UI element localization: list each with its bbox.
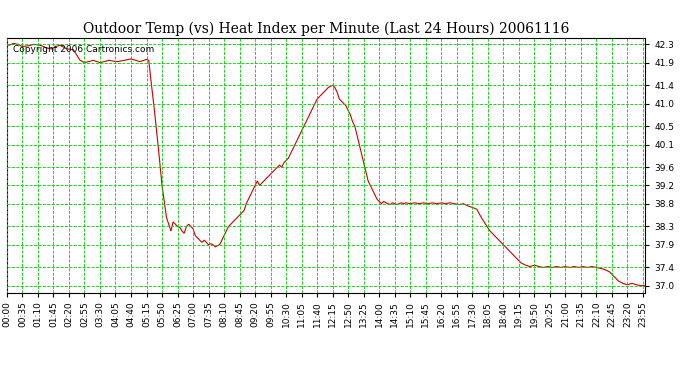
Title: Outdoor Temp (vs) Heat Index per Minute (Last 24 Hours) 20061116: Outdoor Temp (vs) Heat Index per Minute … xyxy=(83,22,569,36)
Text: Copyright 2006 Cartronics.com: Copyright 2006 Cartronics.com xyxy=(13,45,155,54)
